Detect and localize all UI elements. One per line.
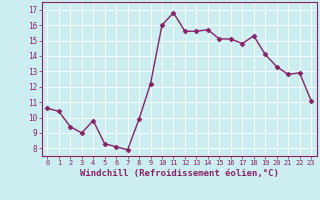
X-axis label: Windchill (Refroidissement éolien,°C): Windchill (Refroidissement éolien,°C) <box>80 169 279 178</box>
